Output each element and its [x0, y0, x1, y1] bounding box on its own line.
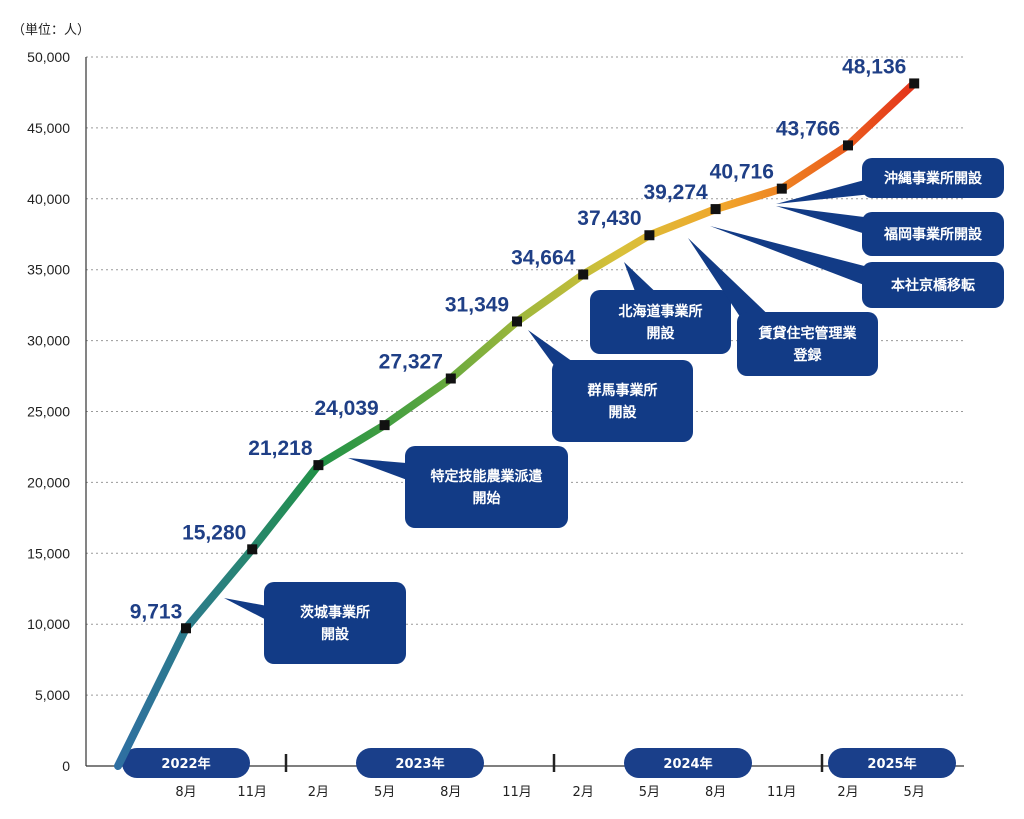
x-tick-label: 5月	[639, 785, 660, 800]
y-tick-label: 50,000	[27, 49, 70, 65]
unit-label: （単位：人）	[12, 22, 90, 38]
y-tick-label: 25,000	[27, 404, 70, 420]
callout-text: 賃貸住宅管理業	[758, 325, 858, 342]
x-tick-label: 11月	[767, 785, 797, 800]
x-tick-label: 11月	[237, 785, 267, 800]
data-label: 31,349	[445, 293, 509, 316]
y-tick-label: 0	[62, 758, 70, 774]
data-point	[776, 183, 787, 194]
data-label: 24,039	[314, 397, 378, 420]
callout-text: 群馬事業所	[587, 382, 658, 399]
year-pills: 2022年 2023年 2024年 2025年	[122, 748, 956, 778]
y-tick-label: 45,000	[27, 120, 70, 136]
callout-text: 北海道事業所	[619, 303, 703, 320]
y-tick-label: 5,000	[35, 687, 70, 703]
y-axis-ticks: 0 5,000 10,000 15,000 20,000 25,000 30,000 35,0…	[27, 49, 70, 774]
callout-text: 開設	[609, 404, 638, 421]
callout-text: 開設	[647, 325, 676, 342]
x-axis-ticks: 8月 11月 2月 5月 8月 11月 2月 5月 8月 11月 2月 5月	[175, 785, 924, 800]
callout-text: 特定技能農業派遣	[431, 468, 543, 485]
callout-text: 沖縄事業所開設	[884, 170, 983, 187]
data-point	[247, 544, 258, 555]
y-tick-label: 15,000	[27, 545, 70, 561]
data-label: 34,664	[511, 246, 576, 269]
data-points	[181, 78, 920, 634]
data-point	[909, 78, 920, 89]
callout-pointer	[776, 178, 872, 204]
callout-pointer	[776, 206, 872, 236]
callout-box	[405, 446, 568, 528]
data-label: 37,430	[577, 207, 641, 230]
callout-text: 開設	[321, 626, 350, 643]
data-point	[512, 316, 522, 327]
data-point	[313, 460, 324, 471]
data-label: 39,274	[643, 181, 708, 204]
y-tick-label: 35,000	[27, 262, 70, 278]
year-label: 2023年	[395, 756, 444, 772]
data-label: 21,218	[248, 437, 313, 460]
x-tick-label: 2月	[308, 785, 329, 800]
y-tick-label: 20,000	[27, 474, 70, 490]
data-point	[644, 230, 655, 241]
data-point	[181, 623, 191, 634]
data-label: 9,713	[130, 600, 183, 623]
year-pill	[122, 748, 250, 778]
x-tick-label: 2月	[837, 785, 858, 800]
data-label: 27,327	[379, 351, 443, 374]
x-tick-label: 8月	[175, 785, 196, 800]
callout-text: 茨城事業所	[300, 604, 370, 621]
year-label: 2022年	[161, 756, 210, 772]
headcount-line	[114, 79, 919, 770]
callout-box	[552, 360, 693, 442]
callout-box	[590, 290, 731, 354]
callout-text: 登録	[793, 347, 823, 364]
year-label: 2025年	[867, 756, 916, 772]
x-tick-label: 8月	[705, 785, 726, 800]
callout-text: 福岡事業所開設	[883, 226, 983, 243]
callout-box	[862, 158, 1004, 198]
data-label: 40,716	[710, 161, 774, 184]
callout-pointer	[348, 458, 418, 484]
callout-box	[862, 212, 1004, 256]
x-tick-label: 5月	[374, 785, 395, 800]
year-pill	[828, 748, 956, 778]
y-tick-label: 30,000	[27, 333, 70, 349]
y-tick-label: 10,000	[27, 616, 70, 632]
callout-text: 開始	[473, 490, 501, 507]
data-point	[710, 204, 721, 215]
callout-box	[862, 262, 1004, 308]
x-tick-label: 11月	[502, 785, 532, 800]
callout-text: 本社京橋移転	[891, 277, 975, 294]
data-point	[843, 140, 853, 151]
data-label: 15,280	[182, 521, 246, 544]
year-label: 2024年	[663, 756, 712, 772]
data-label: 48,136	[842, 55, 906, 78]
callout-box	[737, 312, 878, 376]
callout-box	[264, 582, 406, 664]
x-tick-label: 8月	[440, 785, 461, 800]
data-point	[445, 373, 456, 384]
y-tick-label: 40,000	[27, 191, 70, 207]
data-point	[578, 269, 589, 280]
year-pill	[624, 748, 752, 778]
x-tick-label: 2月	[573, 785, 594, 800]
x-tick-label: 5月	[904, 785, 925, 800]
year-pill	[356, 748, 484, 778]
callout-pointer	[710, 226, 872, 288]
data-label: 43,766	[776, 117, 840, 140]
data-point	[379, 420, 390, 431]
